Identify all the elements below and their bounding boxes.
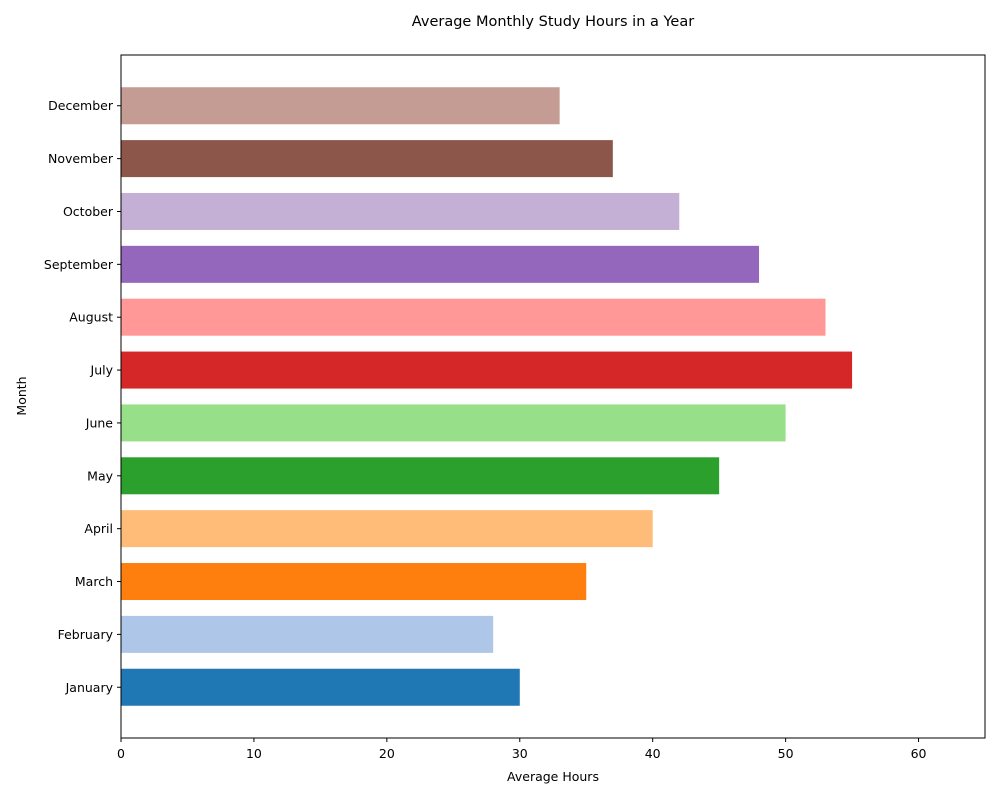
bar-march: [121, 563, 587, 601]
bar-november: [121, 140, 613, 178]
x-axis-ticks: 0 10 20 30 40 50 60: [117, 738, 927, 761]
y-tick-label: October: [63, 204, 114, 219]
y-tick-label: August: [69, 310, 113, 325]
bar-january: [121, 668, 520, 706]
y-tick-label: June: [85, 415, 114, 430]
x-tick-label: 50: [778, 746, 794, 761]
y-tick-label: September: [44, 257, 114, 272]
y-tick-label: January: [65, 680, 114, 695]
plot-frame: [120, 54, 986, 739]
x-axis-label: Average Hours: [507, 769, 599, 784]
bar-october: [121, 192, 680, 230]
x-tick-label: 0: [117, 746, 125, 761]
y-tick-label: December: [48, 98, 114, 113]
y-axis-ticks: January February March April May June July Augu…: [44, 98, 121, 695]
chart-title: Average Monthly Study Hours in a Year: [412, 14, 694, 30]
x-tick-label: 40: [645, 746, 661, 761]
y-axis-label: Month: [14, 376, 29, 415]
bar-september: [121, 245, 760, 283]
bar-july: [121, 351, 853, 389]
x-tick-label: 60: [911, 746, 927, 761]
y-tick-label: February: [58, 627, 114, 642]
y-tick-label: May: [87, 468, 113, 483]
y-tick-label: November: [48, 151, 114, 166]
bar-august: [121, 298, 826, 336]
y-tick-label: July: [90, 363, 114, 378]
x-tick-label: 30: [512, 746, 528, 761]
y-tick-label: March: [75, 574, 113, 589]
y-tick-label: April: [84, 521, 113, 536]
bars-group: [121, 87, 853, 706]
x-tick-label: 10: [246, 746, 262, 761]
bar-february: [121, 615, 494, 653]
bar-december: [121, 87, 560, 125]
x-tick-label: 20: [379, 746, 395, 761]
bar-june: [121, 404, 786, 442]
bar-april: [121, 510, 653, 548]
bar-may: [121, 457, 720, 495]
